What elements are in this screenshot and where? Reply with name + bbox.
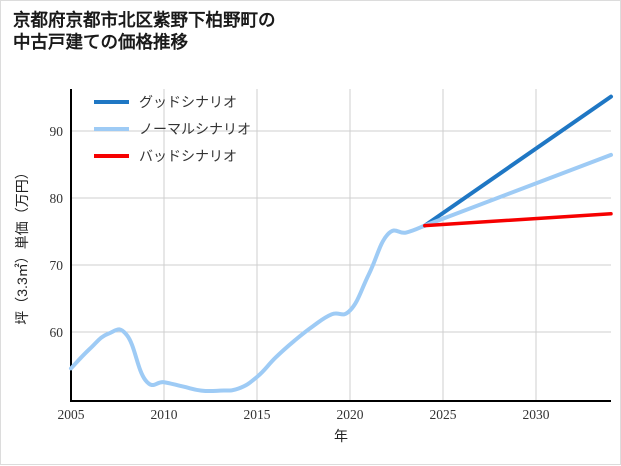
y-tick-label-80: 80 (50, 191, 64, 206)
legend-label-normal: ノーマルシナリオ (139, 123, 251, 138)
data-series-group (69, 94, 613, 394)
chart-legend: グッドシナリオ ノーマルシナリオ バッドシナリオ (94, 95, 251, 165)
y-axis-title: 坪（3.3㎡）単価（万円） (14, 165, 30, 324)
x-axis-title: 年 (334, 428, 348, 444)
grid-lines (71, 89, 611, 401)
series-good-scenario-line (422, 94, 613, 228)
y-tick-label-70: 70 (50, 258, 64, 273)
series-normal-scenario-line (422, 152, 613, 228)
x-axis-tick-labels: 2005 2010 2015 2020 2025 2030 (58, 407, 550, 422)
legend-label-bad: バッドシナリオ (139, 150, 237, 165)
x-tick-label-2015: 2015 (244, 407, 271, 422)
x-tick-label-2005: 2005 (58, 407, 85, 422)
y-tick-label-60: 60 (50, 325, 64, 340)
y-tick-label-90: 90 (50, 124, 64, 139)
x-tick-label-2030: 2030 (523, 407, 550, 422)
chart-title: 京都府京都市北区紫野下柏野町の 中古戸建ての価格推移 (13, 10, 276, 53)
x-tick-label-2010: 2010 (151, 407, 178, 422)
legend-label-good: グッドシナリオ (139, 95, 237, 111)
x-tick-label-2020: 2020 (337, 407, 364, 422)
y-axis-tick-labels: 90 80 70 60 (50, 124, 64, 340)
x-tick-label-2025: 2025 (430, 407, 457, 422)
series-bad-scenario-line (423, 212, 613, 228)
series-history-line (69, 223, 427, 394)
